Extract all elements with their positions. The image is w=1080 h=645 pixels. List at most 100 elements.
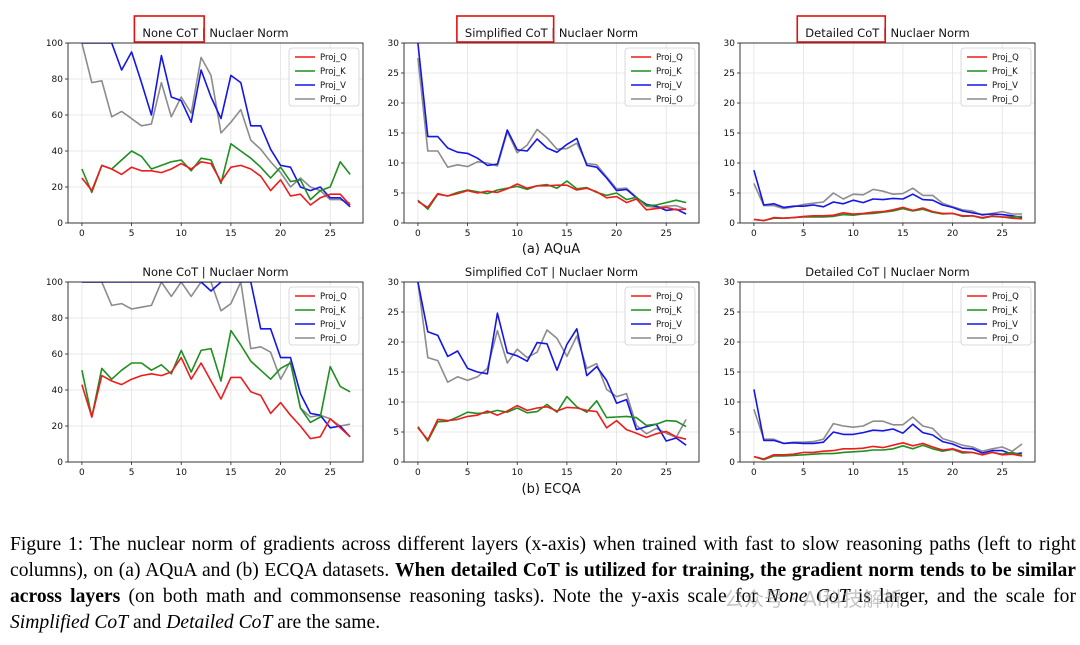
y-tick-label: 10 (388, 159, 400, 169)
y-tick-label: 30 (388, 39, 400, 49)
panel-title: Simplified CoT | Nuclaer Norm (465, 265, 638, 279)
series-line-proj-k (417, 180, 687, 210)
legend-label: Proj_V (992, 320, 1018, 330)
y-tick-label: 25 (724, 69, 735, 79)
x-tick-label: 15 (561, 229, 572, 239)
y-tick-label: 25 (724, 308, 735, 318)
plot-lines (81, 282, 351, 440)
y-tick-label: 20 (52, 422, 64, 432)
y-tick-label: 5 (393, 428, 399, 438)
x-tick-label: 5 (129, 229, 135, 239)
y-tick-label: 25 (388, 69, 399, 79)
x-tick-label: 15 (897, 468, 908, 478)
x-tick-label: 20 (275, 468, 287, 478)
y-tick-label: 20 (388, 338, 400, 348)
y-tick-label: 20 (388, 99, 400, 109)
legend-box (288, 47, 360, 107)
highlight-box (456, 15, 555, 43)
x-tick-label: 25 (660, 468, 671, 478)
legend-label: Proj_Q (320, 53, 347, 63)
legend-label: Proj_V (992, 81, 1018, 91)
x-tick-label: 10 (512, 468, 524, 478)
plot-lines (753, 169, 1023, 222)
series-line-proj-q (81, 356, 351, 440)
legend-label: Proj_K (656, 306, 682, 316)
y-tick-label: 40 (52, 147, 64, 157)
legend-box (960, 47, 1032, 107)
y-tick-label: 0 (393, 219, 399, 229)
x-tick-label: 25 (324, 468, 335, 478)
y-tick-label: 60 (52, 111, 64, 121)
x-tick-label: 10 (176, 229, 188, 239)
y-tick-label: 20 (724, 338, 736, 348)
y-tick-label: 25 (388, 308, 399, 318)
watermark: 公众号 · AI科技解析 (724, 587, 903, 611)
series-line-proj-o (417, 282, 687, 439)
x-tick-label: 5 (465, 468, 471, 478)
x-tick-label: 0 (751, 468, 757, 478)
plot-lines (81, 43, 351, 208)
series-line-proj-q (753, 441, 1023, 460)
x-tick-label: 10 (176, 468, 188, 478)
x-tick-label: 10 (512, 229, 524, 239)
caption-em-detailed-cot: Detailed CoT (166, 612, 273, 633)
caption-text-5: are the same. (277, 612, 381, 633)
chart-panel-1: 0 5 10 15 20 25 0 20 40 60 80 100 None CoT | Nuclaer… (46, 15, 364, 239)
legend-label: Proj_Q (656, 292, 683, 302)
series-line-proj-o (81, 282, 351, 427)
y-tick-label: 0 (729, 219, 735, 229)
figure-caption: Figure 1: The nuclear norm of gradients … (10, 532, 1076, 636)
series-line-proj-k (81, 329, 351, 424)
x-tick-label: 20 (275, 229, 287, 239)
legend-label: Proj_K (992, 306, 1018, 316)
chart-panel-2: 0 5 10 15 20 25 0 5 10 15 20 25 30 Simplified CoT | N… (388, 15, 700, 239)
legend-label: Proj_Q (992, 53, 1019, 63)
series-line-proj-v (417, 282, 687, 446)
x-tick-label: 0 (415, 229, 421, 239)
y-tick-label: 15 (388, 129, 399, 139)
subcaption-b: (b) ECQA (522, 482, 581, 497)
chart-panel-6: 0 5 10 15 20 25 0 5 10 15 20 25 30 Detailed CoT | Nuc… (724, 265, 1036, 478)
legend-label: Proj_V (656, 81, 682, 91)
x-tick-label: 20 (611, 229, 623, 239)
figure: 0 5 10 15 20 25 0 20 40 60 80 100 None CoT | Nuclaer… (46, 15, 1036, 497)
legend-label: Proj_O (320, 334, 347, 344)
x-tick-label: 0 (79, 468, 85, 478)
x-tick-label: 25 (324, 229, 335, 239)
x-tick-label: 5 (801, 468, 807, 478)
legend-box (624, 286, 696, 346)
caption-text-1: Figure 1: The nuclear norm of gradients … (10, 534, 1076, 581)
legend-label: Proj_O (992, 334, 1019, 344)
series-line-proj-o (753, 408, 1023, 453)
x-tick-label: 5 (801, 229, 807, 239)
y-tick-label: 10 (724, 398, 736, 408)
y-tick-label: 15 (724, 368, 735, 378)
legend-label: Proj_Q (992, 292, 1019, 302)
series-line-proj-q (417, 183, 687, 211)
series-line-proj-q (753, 206, 1023, 222)
y-tick-label: 20 (724, 99, 736, 109)
panel-title: None CoT | Nuclaer Norm (142, 265, 288, 279)
x-tick-label: 15 (561, 468, 572, 478)
legend-label: Proj_O (320, 95, 347, 105)
legend-label: Proj_V (320, 81, 346, 91)
subcaption-a: (a) AQuA (522, 242, 580, 257)
caption-text-4: and (133, 612, 162, 633)
y-tick-label: 20 (52, 183, 64, 193)
series-line-proj-o (81, 43, 351, 204)
y-tick-label: 30 (388, 278, 400, 288)
y-tick-label: 0 (57, 219, 63, 229)
caption-em-none-cot: None CoT (766, 586, 850, 607)
legend-box (624, 47, 696, 107)
legend-label: Proj_V (656, 320, 682, 330)
y-tick-label: 30 (724, 39, 736, 49)
y-tick-label: 40 (52, 386, 64, 396)
y-tick-label: 0 (729, 458, 735, 468)
x-tick-label: 15 (225, 468, 236, 478)
y-tick-label: 80 (52, 314, 64, 324)
series-line-proj-v (753, 389, 1023, 456)
chart-panel-3: 0 5 10 15 20 25 0 5 10 15 20 25 30 Detailed CoT | Nuc… (724, 15, 1036, 239)
caption-em-simplified-cot: Simplified CoT (10, 612, 129, 633)
series-line-proj-q (417, 404, 687, 441)
